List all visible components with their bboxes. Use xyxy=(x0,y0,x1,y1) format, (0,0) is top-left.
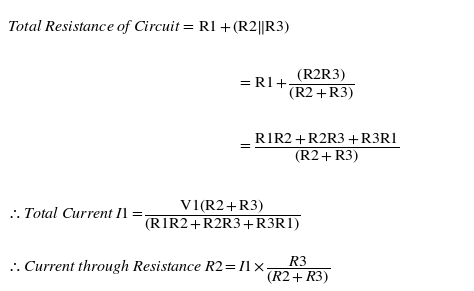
Text: $\therefore\,\mathit{Total\ Current\ I1} = \dfrac{\mathrm{V1(R2 + R3)}}{\mathrm{: $\therefore\,\mathit{Total\ Current\ I1}… xyxy=(7,197,301,233)
Text: $\therefore\,\mathit{Current\ through\ Resistance\ R2} = \mathit{I1} \times \dfr: $\therefore\,\mathit{Current\ through\ R… xyxy=(7,254,330,287)
Text: $\mathit{Total\ Resistance\ of\ Circuit}\,=\,\mathrm{R1 + (R2 \| R3)}$: $\mathit{Total\ Resistance\ of\ Circuit}… xyxy=(7,17,290,36)
Text: $=\,\mathrm{R1} + \dfrac{\mathrm{(R2R3)}}{\mathrm{(R2 + R3)}}$: $=\,\mathrm{R1} + \dfrac{\mathrm{(R2R3)}… xyxy=(237,66,355,102)
Text: $=\,\dfrac{\mathrm{R1R2 + R2R3 + R3R1}}{\mathrm{(R2 + R3)}}$: $=\,\dfrac{\mathrm{R1R2 + R2R3 + R3R1}}{… xyxy=(237,131,400,166)
